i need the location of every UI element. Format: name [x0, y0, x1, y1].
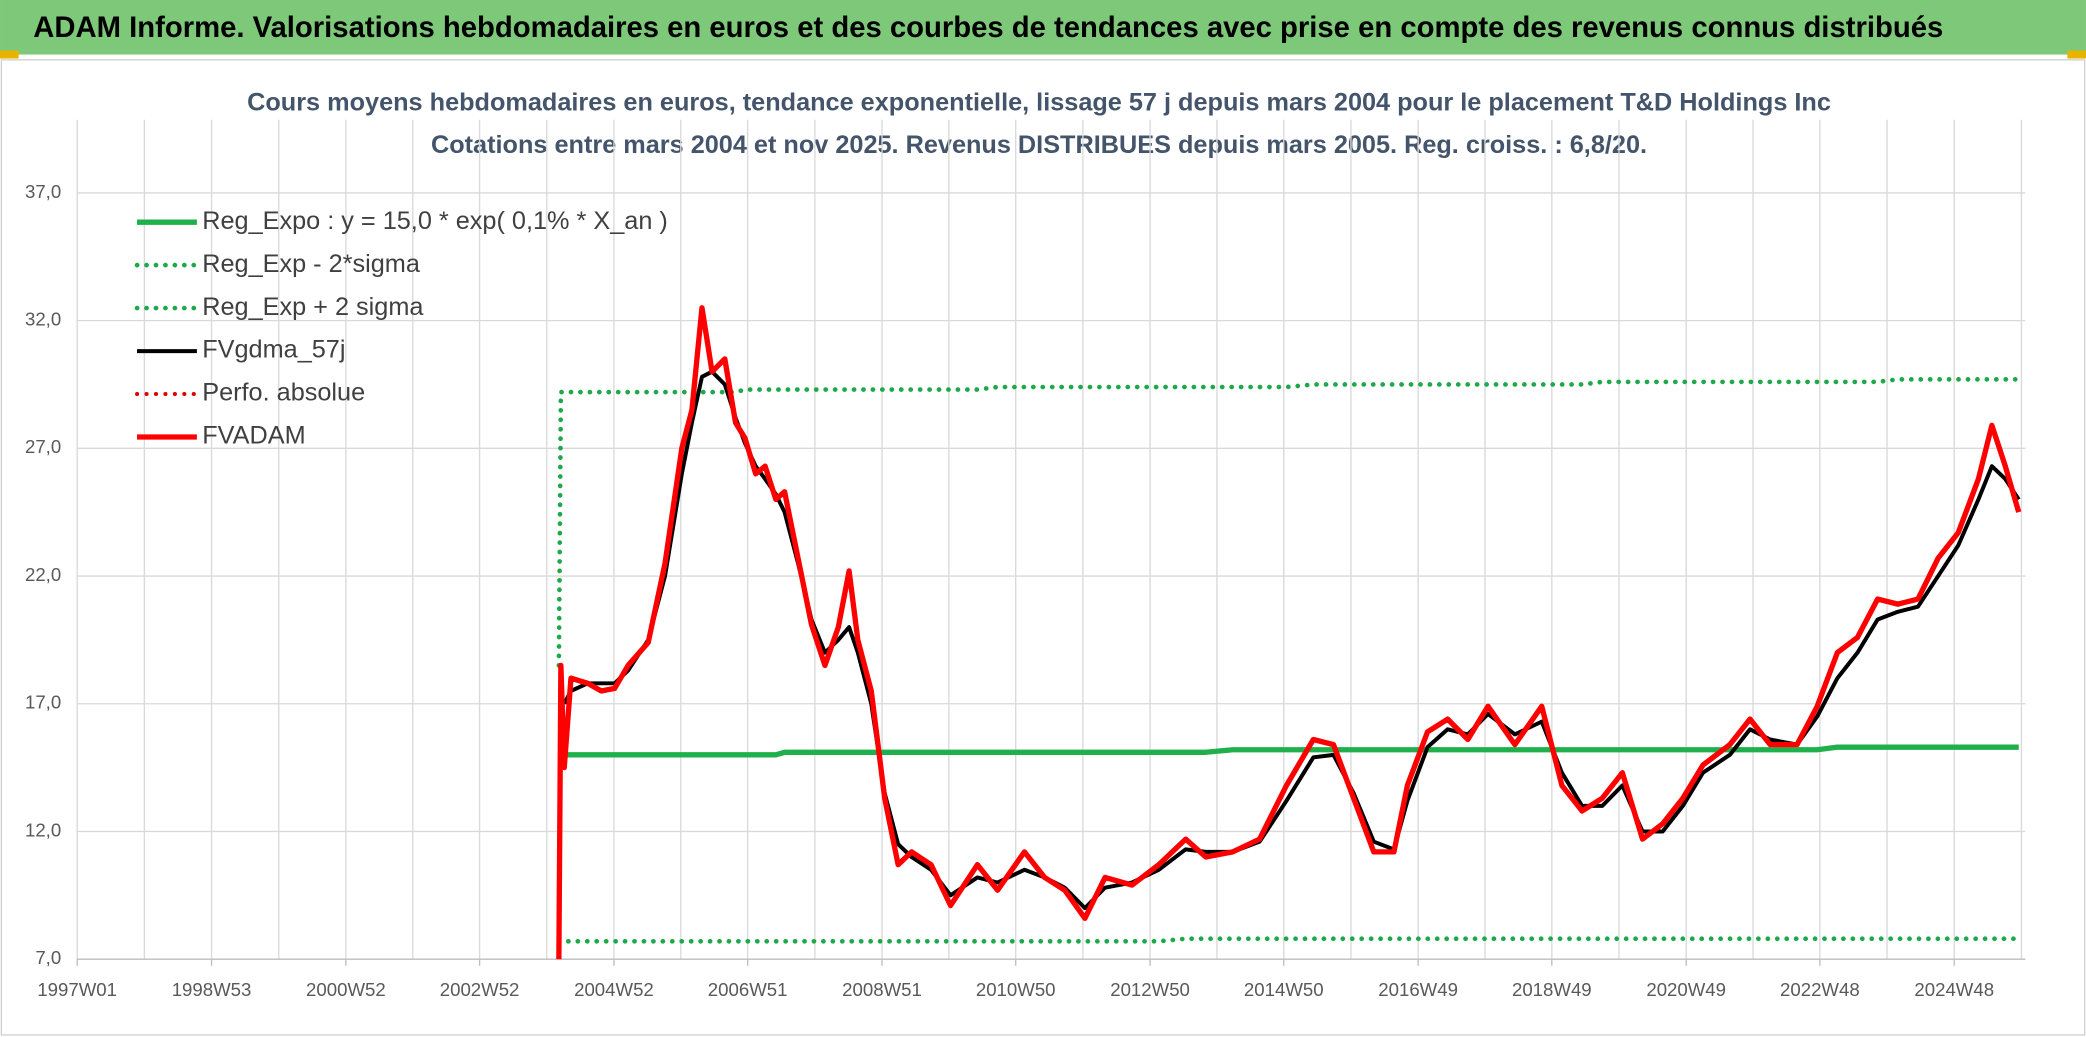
legend-label: FVADAM	[202, 422, 305, 450]
legend-label: Reg_Exp - 2*sigma	[202, 250, 421, 278]
y-tick-label: 22,0	[25, 564, 61, 585]
header-bar	[0, 0, 2086, 55]
chart-frame	[0, 59, 2086, 1036]
x-tick-label: 2000W52	[306, 979, 386, 1000]
x-tick-label: 2022W48	[1780, 979, 1860, 1000]
x-tick-label: 2006W51	[708, 979, 788, 1000]
y-tick-label: 12,0	[25, 819, 61, 840]
x-tick-label: 2018W49	[1512, 979, 1592, 1000]
plot	[556, 305, 2022, 960]
legend-label: Reg_Exp + 2 sigma	[202, 293, 424, 321]
x-tick-label: 2014W50	[1244, 979, 1324, 1000]
y-tick-label: 7,0	[35, 947, 61, 968]
x-tick-label: 2012W50	[1110, 979, 1190, 1000]
y-tick-label: 17,0	[25, 692, 61, 713]
x-tick-label: 2024W48	[1914, 979, 1994, 1000]
header-title: ADAM Informe. Valorisations hebdomadaire…	[33, 12, 1943, 44]
x-tick-label: 2010W50	[976, 979, 1056, 1000]
series-line	[556, 377, 2022, 668]
y-tick-label: 37,0	[25, 181, 61, 202]
legend: Reg_Expo : y = 15,0 * exp( 0,1% * X_an )…	[134, 207, 668, 450]
x-tick-label: 1997W01	[37, 979, 117, 1000]
x-tick-label: 2004W52	[574, 979, 654, 1000]
corner-mark	[0, 50, 19, 59]
series-line	[556, 936, 2022, 944]
x-tick-label: 2008W51	[842, 979, 922, 1000]
chart-title: Cours moyens hebdomadaires en euros, ten…	[247, 88, 1831, 116]
grid: 7,0 12,0 17,0 22,0 27,0 32,0 37,0 1997W01 1998W5…	[25, 119, 2026, 1000]
x-tick-label: 1998W53	[172, 979, 252, 1000]
legend-label: FVgdma_57j	[202, 336, 345, 364]
legend-label: Reg_Expo : y = 15,0 * exp( 0,1% * X_an )	[202, 207, 668, 235]
series-line	[558, 744, 2019, 758]
corner-mark	[2067, 50, 2086, 59]
x-tick-label: 2016W49	[1378, 979, 1458, 1000]
x-tick-label: 2020W49	[1646, 979, 1726, 1000]
y-tick-label: 32,0	[25, 309, 61, 330]
chart-subtitle: Cotations entre mars 2004 et nov 2025. R…	[431, 131, 1647, 159]
y-tick-label: 27,0	[25, 436, 61, 457]
x-tick-label: 2002W52	[440, 979, 520, 1000]
series-line	[556, 305, 2022, 960]
legend-label: Perfo. absolue	[202, 379, 365, 407]
